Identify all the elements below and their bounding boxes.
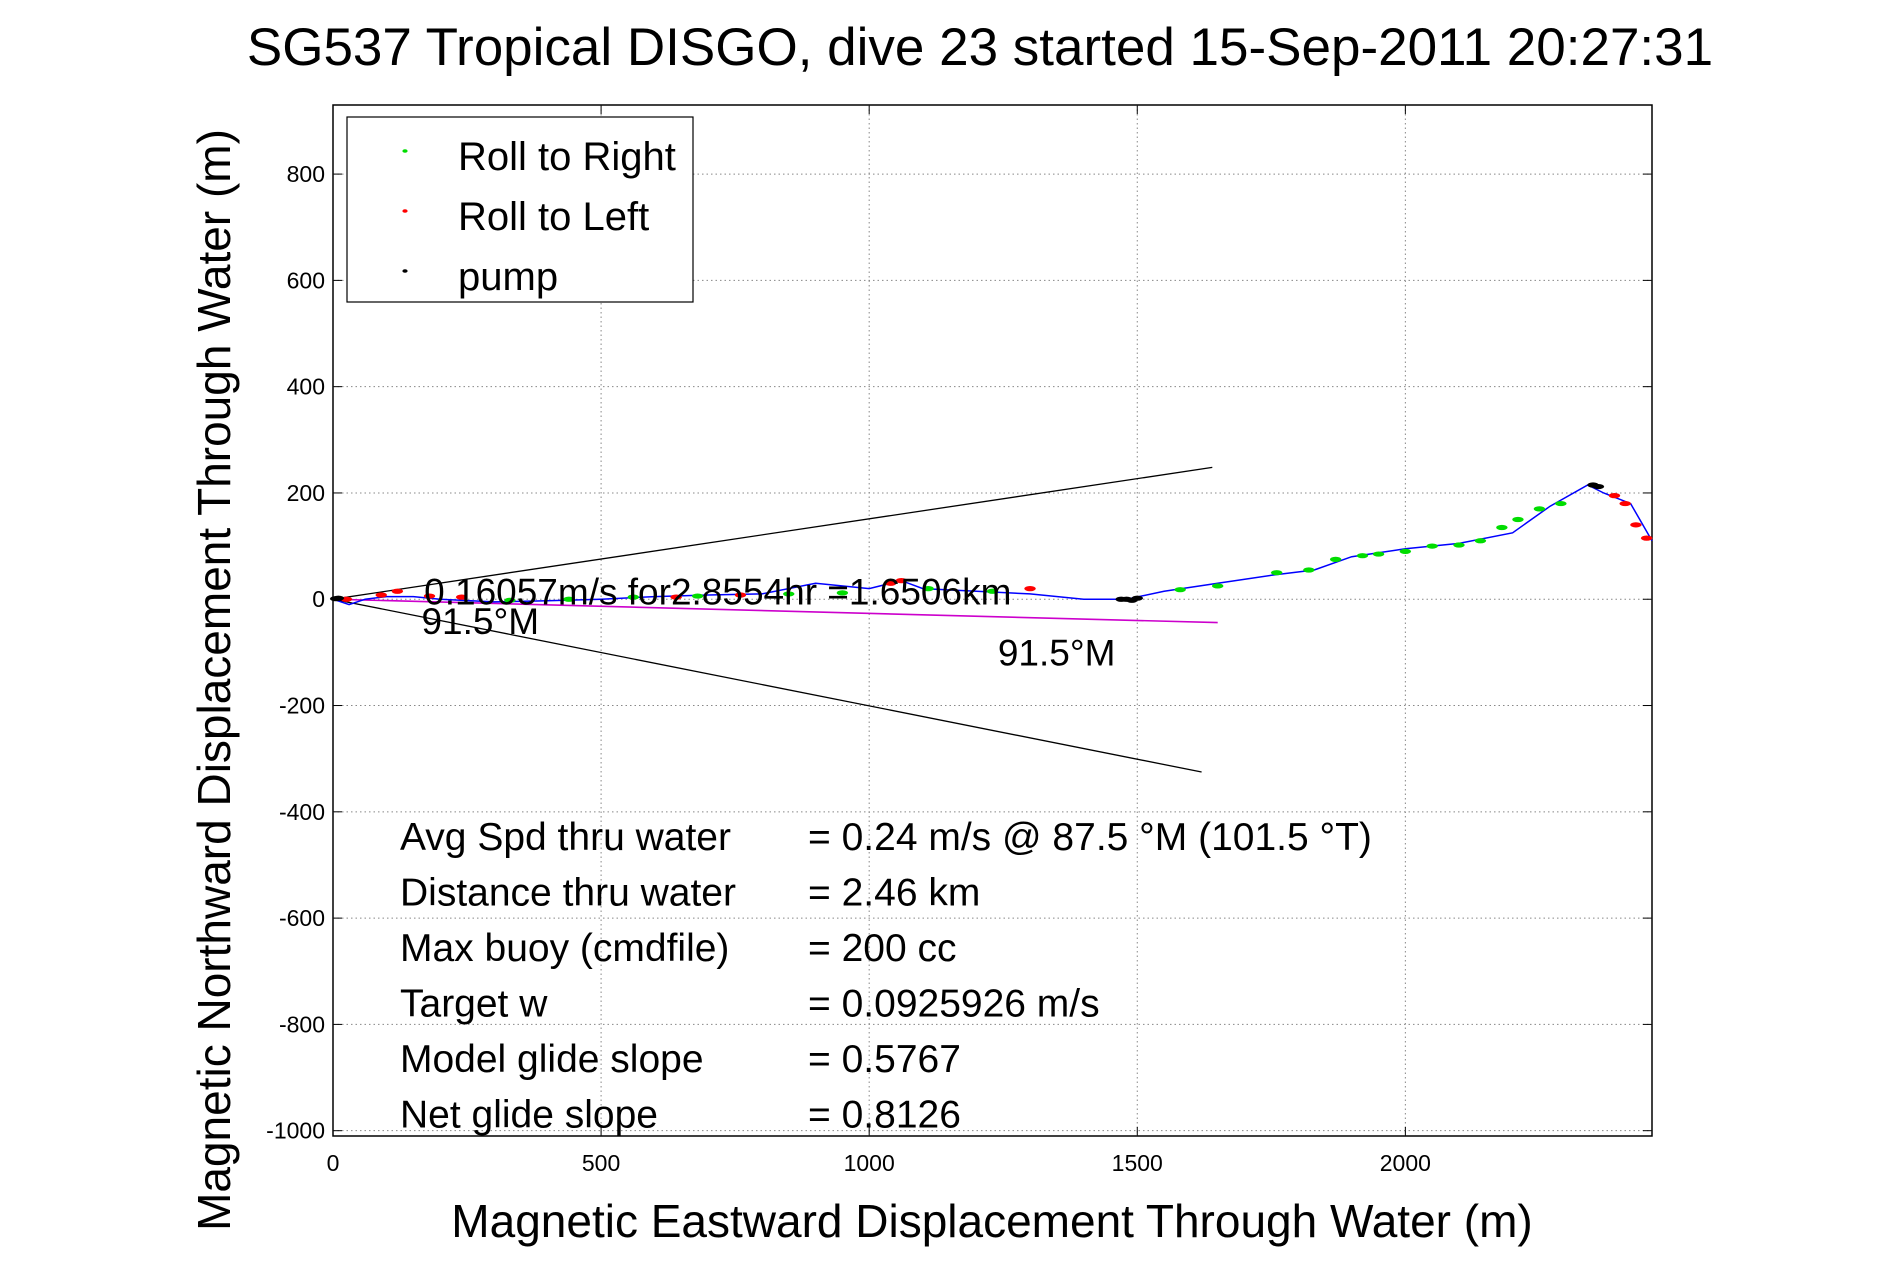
dive-stats-block: Avg Spd thru water = 0.24 m/s @ 87.5 °M (… [400,816,1372,1137]
stat-value: = 0.5767 [808,1038,961,1081]
x-tick-label: 1500 [1112,1150,1163,1176]
y-tick-label: -1000 [266,1118,325,1144]
data-series [329,466,1653,773]
current-vector-line [332,598,1218,624]
stat-label: Distance thru water [400,872,736,915]
roll-left-point [375,592,387,598]
roll-right-point [627,594,639,600]
y-tick-label: 200 [287,480,325,506]
legend-label: Roll to Left [458,195,649,239]
y-tick-label: -800 [279,1011,325,1037]
roll-left-point [670,594,682,600]
roll-left-point [1024,586,1036,592]
roll-left-point [1608,493,1621,499]
roll-right-point [1372,551,1385,557]
legend-entries: Roll to Right Roll to Left pump [402,135,676,299]
roll-right-point [986,588,999,594]
roll-left-point [423,593,436,599]
plot-annotation: 91.5°M [998,633,1116,674]
roll-right-point [1426,543,1438,549]
roll-right-point [1399,548,1412,555]
x-tick-label: 500 [582,1150,620,1176]
stat-value: = 0.24 m/s @ 87.5 °M (101.5 °T) [808,816,1372,859]
y-tick-label: 600 [287,267,325,293]
roll-left-point [895,578,908,584]
legend: Roll to Right Roll to Left pump [346,116,694,303]
roll-right-point [836,590,849,596]
roll-right-point [1474,538,1487,544]
roll-right-point [1533,506,1546,512]
roll-right-point [1356,553,1369,559]
plot-annotation: 0.16057m/s for2.8554hr =1.6506km [424,572,1011,613]
y-tick-label: 0 [312,586,325,612]
legend-marker [402,209,408,213]
roll-right-point [504,597,516,603]
roll-left-point [455,594,468,600]
x-axis-label: Magnetic Eastward Displacement Through W… [451,1195,1532,1247]
bound-line-lower [332,598,1202,773]
legend-label: pump [458,255,558,299]
roll-left-point [1640,535,1653,541]
stat-label: Model glide slope [400,1038,704,1081]
roll-left-point [884,580,897,586]
stat-label: Max buoy (cmdfile) [400,927,729,970]
dive-track-line [332,484,1653,606]
axis-ticks: 0 500 1000 1500 20008006004002000-200-400-60… [266,105,1652,1176]
roll-right-point [922,586,934,592]
stat-value: = 0.0925926 m/s [808,983,1100,1026]
stat-label: Target w [400,983,548,1026]
roll-right-point [1270,570,1283,576]
pump-point [1131,595,1143,601]
roll-right-point [1555,500,1567,507]
y-tick-label: -200 [279,693,325,719]
roll-left-point [1619,500,1631,507]
plot-area: 0 500 1000 1500 20008006004002000-200-400-60… [266,104,1653,1176]
roll-right-point [1303,567,1315,573]
roll-right-point [1329,556,1342,562]
y-tick-label: -600 [279,905,325,931]
roll-left-point [734,592,747,598]
plot-annotations: 0.16057m/s for2.8554hr =1.6506km91.5°M91… [421,572,1115,674]
roll-right-point [1496,524,1508,531]
stat-value: = 2.46 km [808,872,980,915]
pump-point [1592,483,1605,490]
stat-label: Avg Spd thru water [400,816,731,859]
roll-right-point [1512,516,1524,523]
x-tick-label: 2000 [1380,1150,1431,1176]
roll-left-point [391,588,404,594]
grid-lines [333,105,1652,1136]
roll-right-point [783,591,795,597]
stat-label: Net glide slope [400,1094,658,1137]
roll-left-point [1630,522,1642,528]
y-tick-label: -400 [279,799,325,825]
legend-marker [402,269,408,273]
stat-value: = 200 cc [808,927,957,970]
y-axis-label: Magnetic Northward Displacement Through … [188,129,240,1231]
y-tick-label: 400 [287,374,325,400]
plot-annotation: 91.5°M [421,601,539,642]
roll-right-point [563,596,575,602]
roll-right-point [1174,587,1186,593]
x-tick-label: 0 [327,1150,340,1176]
legend-marker [402,149,408,153]
bound-line-upper [332,466,1213,600]
legend-label: Roll to Right [458,135,676,179]
chart-title: SG537 Tropical DISGO, dive 23 started 15… [247,18,1713,77]
roll-right-point [691,593,704,599]
y-tick-label: 800 [287,161,325,187]
stat-value: = 0.8126 [808,1094,961,1137]
pump-point [332,595,345,601]
x-tick-label: 1000 [844,1150,895,1176]
roll-right-point [1211,583,1224,589]
plot-frame [332,104,1653,1137]
roll-right-point [1453,542,1465,548]
